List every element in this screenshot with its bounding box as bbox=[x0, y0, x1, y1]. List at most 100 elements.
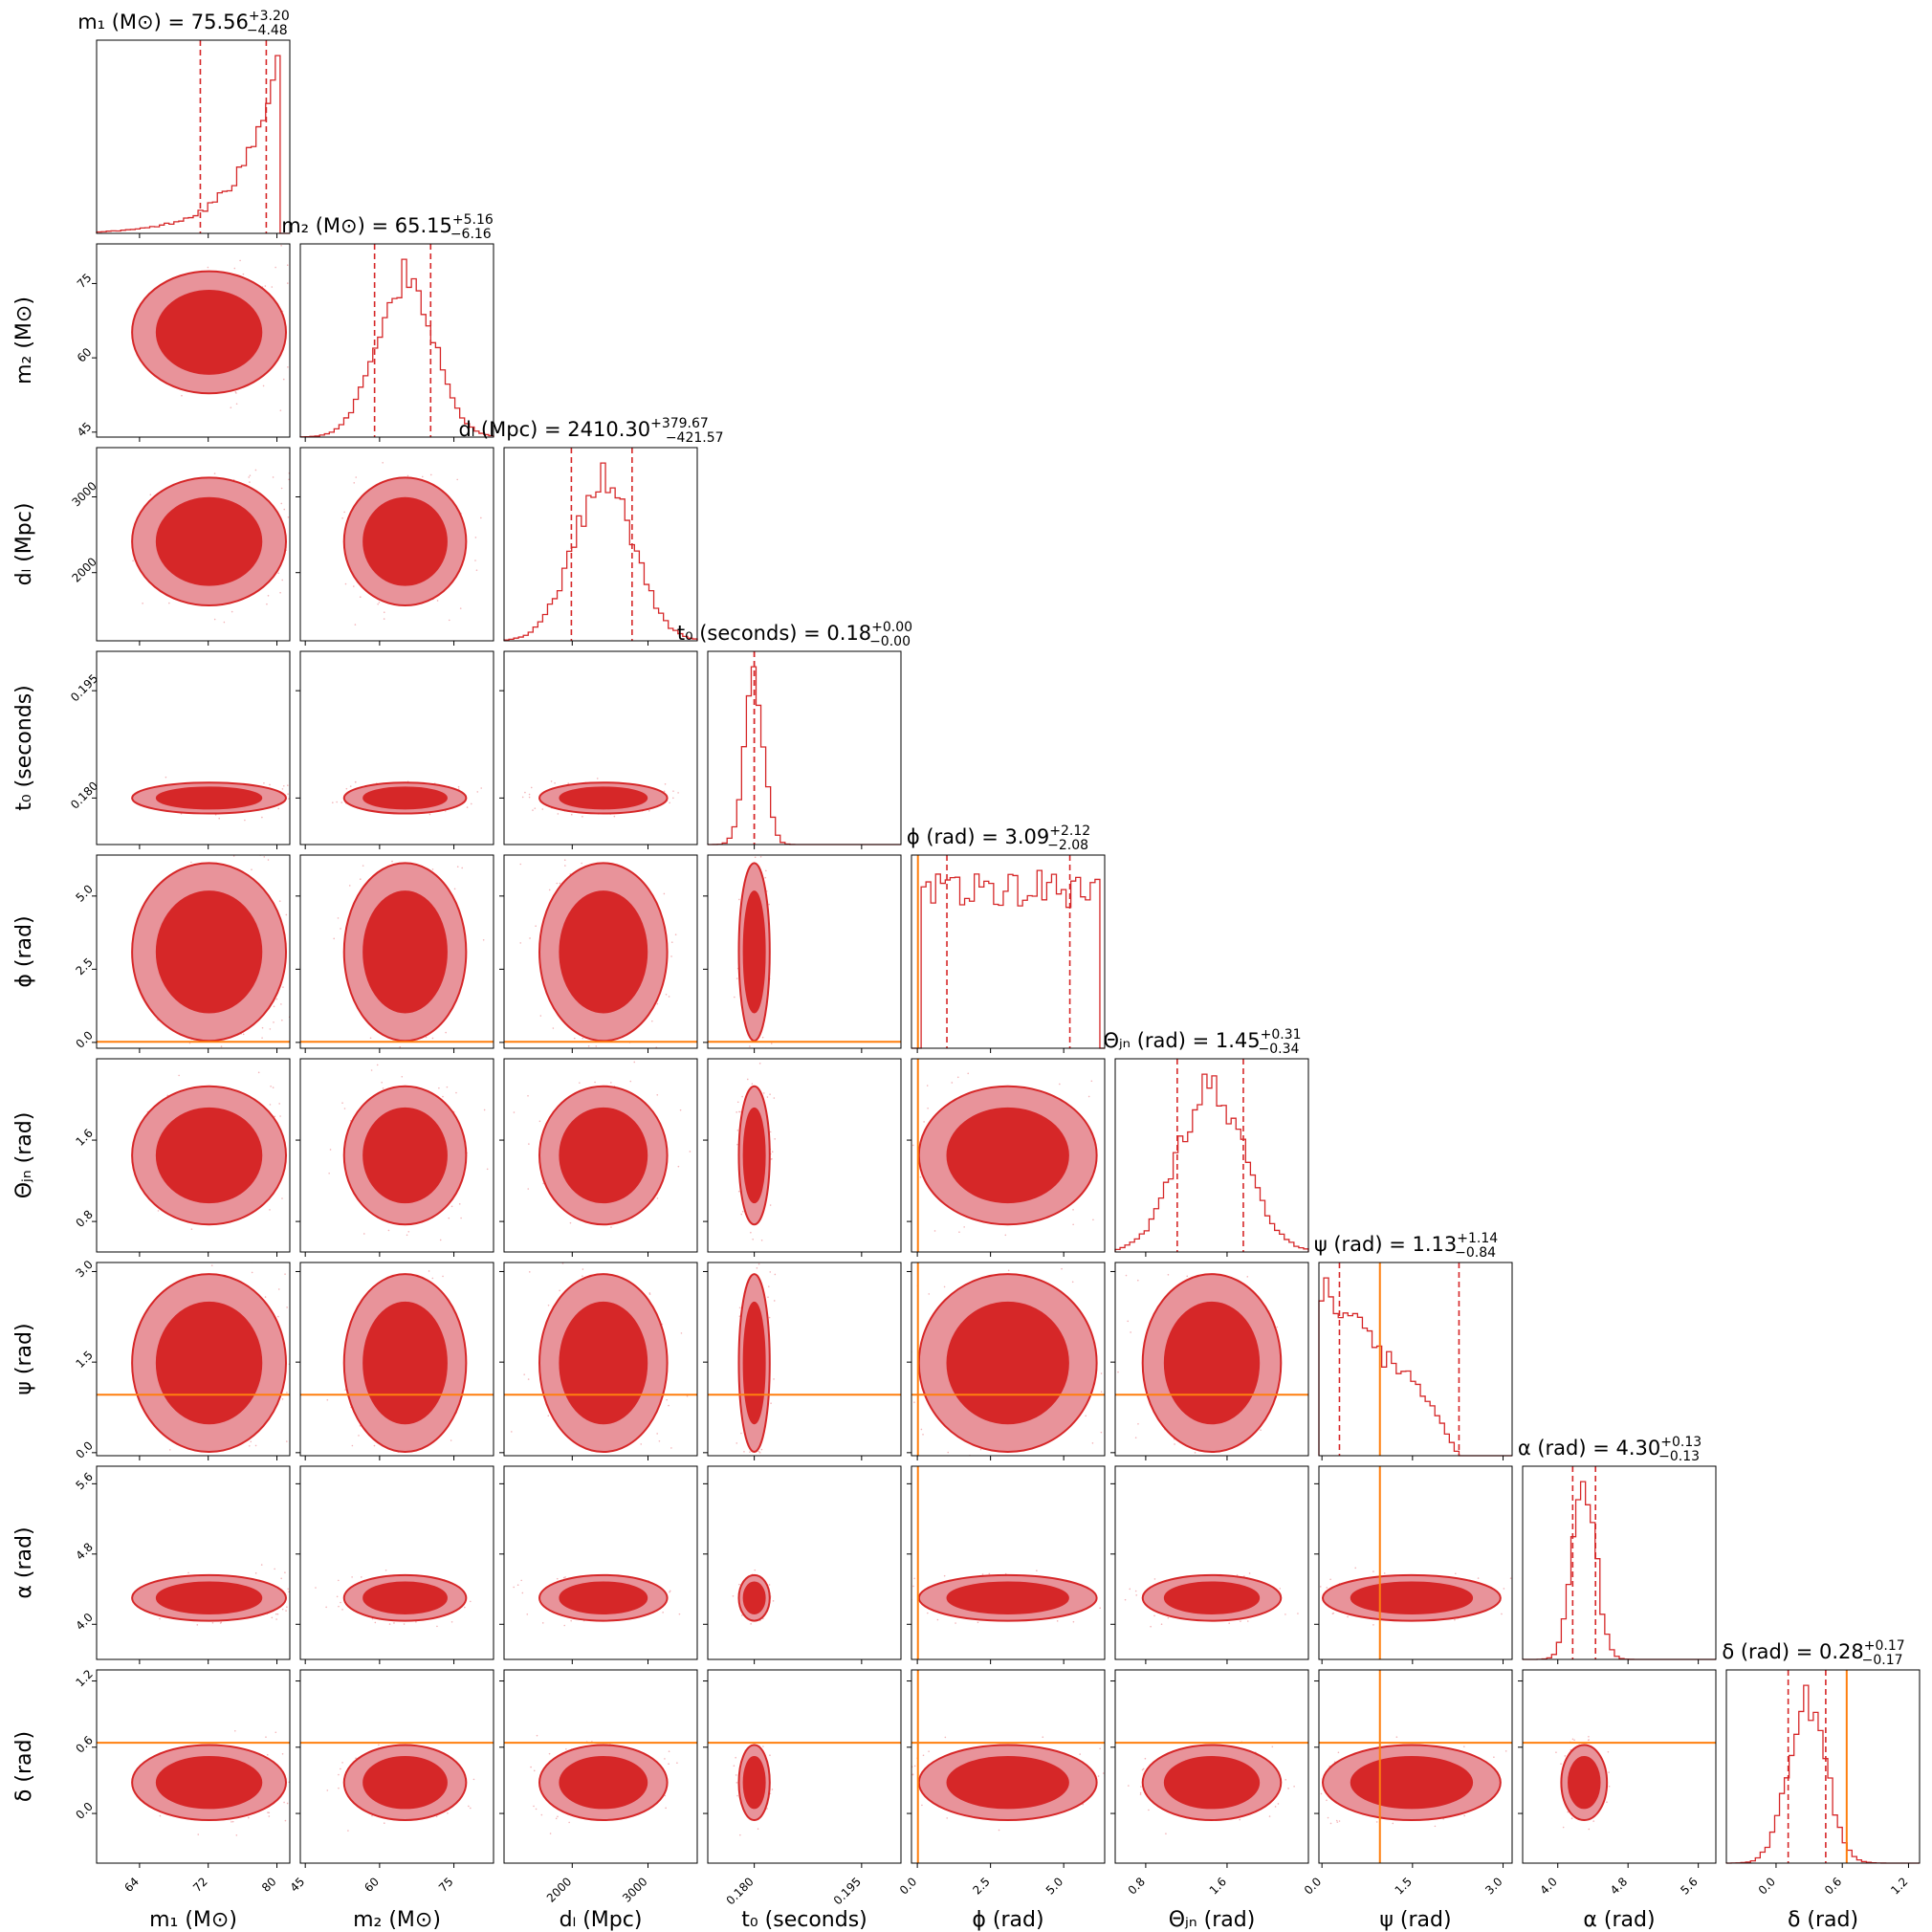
x-tick-label-theta: 1.6 bbox=[1207, 1875, 1229, 1897]
panel-m2-delta: 45 60 75 bbox=[288, 1669, 494, 1895]
x-tick-label-alpha: 5.6 bbox=[1678, 1875, 1700, 1897]
samples-m2-t0 bbox=[331, 780, 483, 816]
contour-inner bbox=[1350, 1756, 1474, 1810]
panel-title-delta: δ (rad) = 0.28+0.17 −0.17 bbox=[1722, 1638, 1904, 1668]
samples-m2-psi bbox=[300, 1270, 494, 1453]
panel-m2-t0 bbox=[296, 650, 494, 849]
y-tick-label-delta: 0.0 bbox=[73, 1800, 95, 1822]
panel-m1-m1: m₁ (M⊙) = 75.56+3.20 −4.48 bbox=[77, 9, 291, 238]
panel-alpha-alpha: α (rad) = 4.30+0.13 −0.13 bbox=[1518, 1435, 1717, 1664]
samples-t0-alpha bbox=[732, 1569, 775, 1625]
y-tick-label-t0: 0.180 bbox=[68, 779, 100, 811]
y-tick-label-psi: 0.0 bbox=[73, 1438, 95, 1460]
x-tick-label-phi: 5.0 bbox=[1043, 1875, 1065, 1897]
y-tick-label-psi: 3.0 bbox=[73, 1258, 95, 1280]
samples-m1-delta bbox=[97, 1729, 290, 1836]
y-tick-label-psi: 1.5 bbox=[73, 1349, 95, 1371]
panel-frame bbox=[1318, 1262, 1513, 1457]
x-tick-label-m1: 64 bbox=[121, 1875, 142, 1895]
panel-m1-m2: 45 60 75 bbox=[75, 243, 291, 442]
panel-frame bbox=[707, 650, 902, 845]
panel-frame bbox=[503, 650, 698, 845]
contour-inner bbox=[946, 1581, 1069, 1614]
samples-m2-alpha bbox=[315, 1569, 472, 1628]
x-tick-label-delta: 1.2 bbox=[1888, 1875, 1910, 1897]
x-tick-label-alpha: 4.0 bbox=[1537, 1875, 1559, 1897]
y-axis-label-psi: ψ (rad) bbox=[12, 1323, 36, 1394]
contour-inner bbox=[742, 890, 766, 1014]
histogram-dL bbox=[503, 462, 698, 641]
panel-frame bbox=[1725, 1669, 1921, 1864]
panel-frame bbox=[707, 1465, 902, 1660]
panel-frame bbox=[96, 1262, 291, 1457]
y-tick-label-alpha: 4.8 bbox=[73, 1540, 95, 1562]
panel-m2-alpha bbox=[296, 1465, 494, 1664]
contour-inner bbox=[362, 496, 448, 586]
x-tick-label-phi: 0.0 bbox=[897, 1875, 919, 1897]
panel-dL-dL: dₗ (Mpc) = 2410.30+379.67 −421.57 bbox=[458, 416, 724, 646]
panel-frame bbox=[503, 1262, 698, 1457]
contour-inner bbox=[742, 1107, 766, 1204]
panel-frame bbox=[299, 1465, 494, 1660]
samples-m1-t0 bbox=[131, 776, 290, 822]
x-axis-label-delta: δ (rad) bbox=[1788, 1908, 1858, 1932]
panel-phi-psi bbox=[907, 1262, 1106, 1460]
y-axis-label-alpha: α (rad) bbox=[12, 1526, 36, 1598]
samples-dL-t0 bbox=[521, 778, 679, 818]
samples-t0-phi bbox=[708, 855, 901, 1048]
panel-frame bbox=[503, 1058, 698, 1253]
contour-inner bbox=[155, 290, 263, 375]
histogram-m2 bbox=[299, 258, 494, 438]
samples-phi-delta bbox=[911, 1670, 1105, 1863]
contour-inner bbox=[559, 786, 648, 810]
histogram-m1 bbox=[96, 55, 290, 234]
samples-theta-delta bbox=[1115, 1741, 1308, 1835]
panel-m1-psi: 0.0 1.5 3.0 bbox=[73, 1258, 291, 1461]
panel-theta-alpha bbox=[1110, 1465, 1309, 1664]
panel-frame bbox=[299, 650, 494, 845]
x-tick-label-t0: 0.180 bbox=[724, 1875, 757, 1907]
x-axis-label-m2: m₂ (M⊙) bbox=[353, 1908, 441, 1932]
samples-m1-alpha bbox=[131, 1564, 290, 1626]
samples-m2-theta bbox=[328, 1064, 489, 1241]
contour-inner bbox=[559, 1756, 648, 1810]
samples-t0-delta bbox=[708, 1742, 901, 1836]
panel-frame bbox=[503, 854, 698, 1049]
panel-dL-t0 bbox=[499, 650, 698, 849]
panel-frame bbox=[96, 39, 291, 234]
panel-title-t0: t₀ (seconds) = 0.18+0.00 −0.00 bbox=[677, 620, 912, 649]
samples-m1-m2 bbox=[131, 245, 290, 411]
contour-inner bbox=[559, 1107, 648, 1204]
y-tick-label-theta: 0.8 bbox=[73, 1208, 95, 1230]
contour-inner bbox=[362, 1581, 448, 1614]
x-axis-label-m1: m₁ (M⊙) bbox=[149, 1908, 237, 1932]
contour-inner bbox=[742, 1301, 766, 1425]
panel-frame bbox=[299, 1262, 494, 1457]
samples-dL-delta bbox=[504, 1734, 697, 1834]
panel-frame bbox=[96, 447, 291, 642]
contour-inner bbox=[362, 1756, 448, 1810]
panel-frame bbox=[1114, 1465, 1309, 1660]
panel-frame bbox=[1318, 1465, 1513, 1660]
x-tick-label-t0: 0.195 bbox=[831, 1875, 864, 1907]
panel-t0-theta bbox=[703, 1058, 902, 1257]
panel-frame bbox=[503, 447, 698, 642]
contour-inner bbox=[1350, 1581, 1474, 1614]
contour-inner bbox=[946, 1107, 1069, 1204]
samples-dL-alpha bbox=[513, 1573, 681, 1627]
samples-m2-delta bbox=[300, 1742, 494, 1832]
y-tick-label-t0: 0.195 bbox=[68, 671, 100, 704]
panel-frame bbox=[1318, 1669, 1513, 1864]
x-axis-label-phi: ϕ (rad) bbox=[972, 1908, 1043, 1932]
panel-phi-phi: ϕ (rad) = 3.09+2.12 −2.08 bbox=[907, 823, 1106, 1053]
histogram-delta bbox=[1725, 1684, 1920, 1864]
x-tick-label-delta: 0.0 bbox=[1756, 1875, 1778, 1897]
histogram-alpha bbox=[1523, 1481, 1716, 1660]
contour-inner bbox=[946, 1756, 1069, 1810]
x-tick-label-dL: 3000 bbox=[620, 1875, 649, 1904]
x-tick-label-m1: 72 bbox=[190, 1875, 210, 1895]
panel-frame bbox=[503, 1465, 698, 1660]
panel-title-m1: m₁ (M⊙) = 75.56+3.20 −4.48 bbox=[77, 9, 290, 38]
y-axis-label-theta: Θⱼₙ (rad) bbox=[12, 1112, 36, 1199]
contour-inner bbox=[559, 1581, 648, 1614]
